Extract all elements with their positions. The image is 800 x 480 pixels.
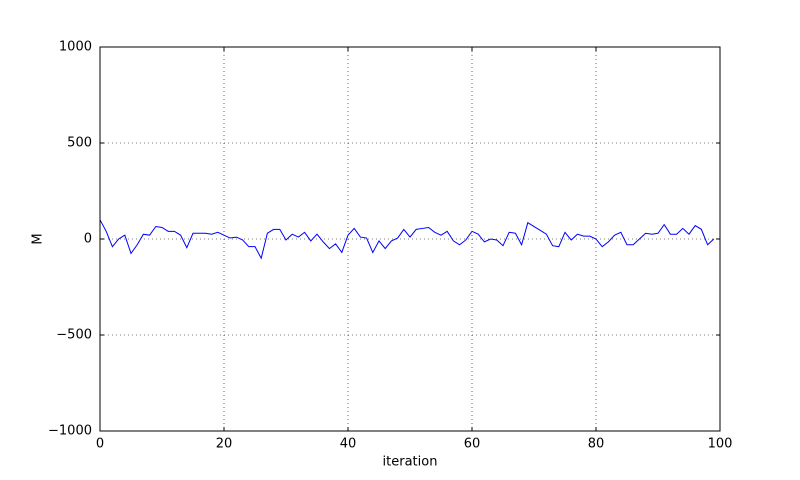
y-tick-label: −500: [56, 328, 92, 343]
y-axis-label: M: [31, 233, 46, 244]
x-tick-label: 60: [464, 437, 481, 452]
y-tick-label: 0: [84, 232, 92, 247]
plot-frame: [99, 46, 721, 432]
y-tick-label: 1000: [59, 40, 92, 55]
data-line: [99, 219, 715, 260]
x-tick-label: 0: [96, 437, 104, 452]
x-tick-label: 80: [588, 437, 605, 452]
x-tick-label: 100: [708, 437, 733, 452]
x-axis-label: iteration: [383, 455, 438, 470]
x-tick-label: 20: [216, 437, 233, 452]
x-tick-label: 40: [340, 437, 357, 452]
y-tick-label: 500: [67, 136, 92, 151]
y-tick-label: −1000: [48, 424, 92, 439]
